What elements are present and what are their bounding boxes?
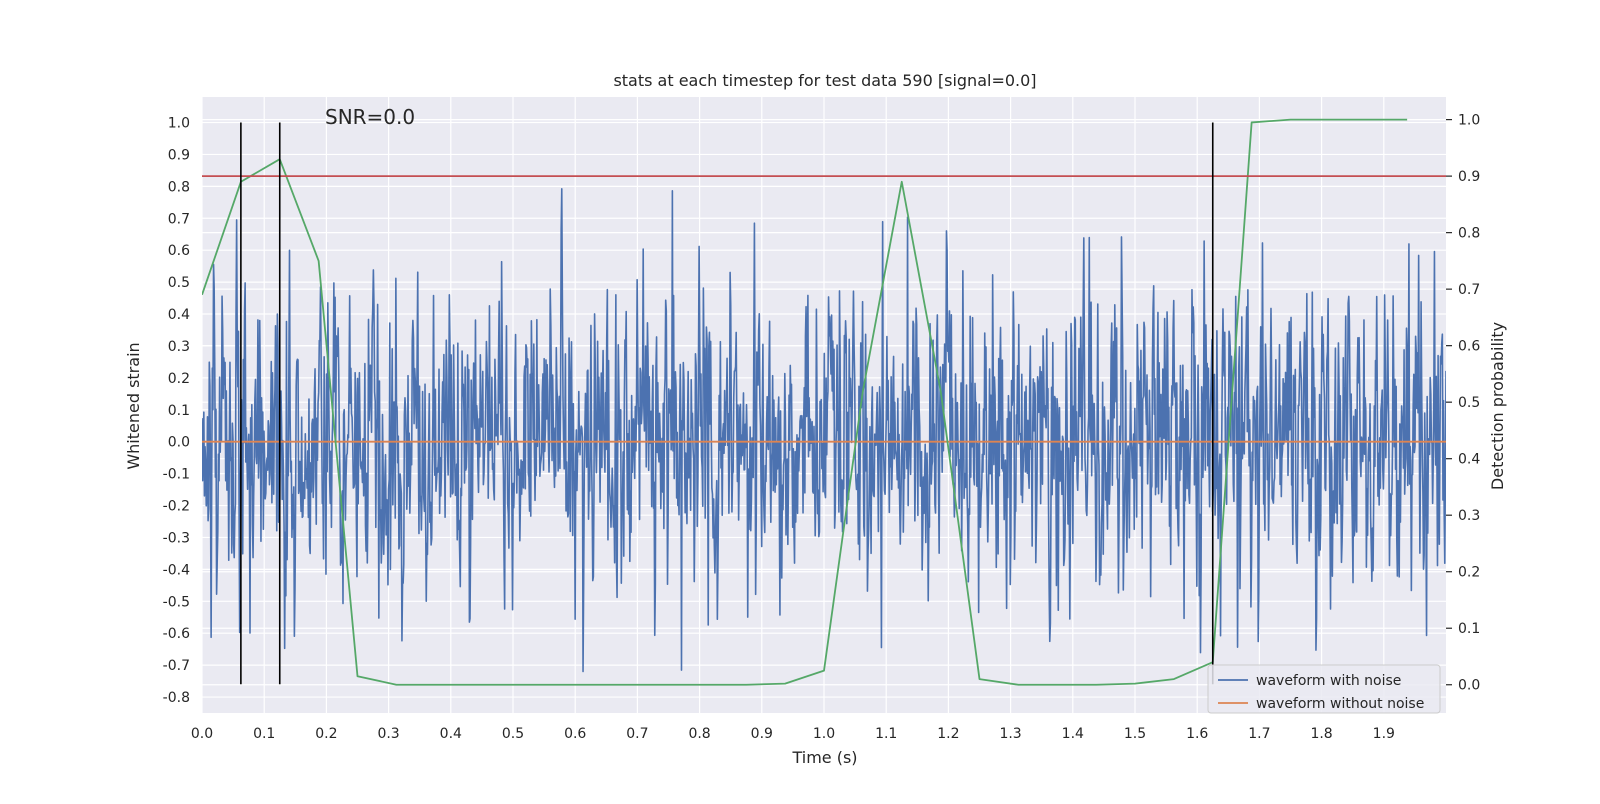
y-tick-label-left: -0.1	[163, 467, 190, 483]
y-axis-label-left: Whitened strain	[124, 342, 143, 469]
legend-label: waveform with noise	[1256, 673, 1401, 689]
y-tick-label-left: 0.2	[168, 371, 190, 387]
x-tick-label: 0.3	[377, 726, 399, 742]
x-tick-label: 1.5	[1124, 726, 1146, 742]
y-tick-label-left: -0.5	[163, 594, 190, 610]
x-tick-label: 1.3	[999, 726, 1021, 742]
y-tick-label-left: 0.0	[168, 435, 190, 451]
y-tick-label-right: 0.0	[1458, 678, 1480, 694]
x-tick-label: 0.4	[440, 726, 462, 742]
x-tick-label: 0.1	[253, 726, 275, 742]
x-tick-label: 1.9	[1373, 726, 1395, 742]
y-tick-label-left: 0.4	[168, 307, 190, 323]
y-tick-label-right: 0.4	[1458, 452, 1480, 468]
x-tick-label: 0.9	[751, 726, 773, 742]
chart-title: stats at each timestep for test data 590…	[613, 71, 1036, 90]
x-tick-label: 0.6	[564, 726, 586, 742]
x-tick-label: 0.8	[688, 726, 710, 742]
legend-box	[1207, 664, 1441, 714]
y-tick-label-left: 0.6	[168, 243, 190, 259]
series-detection-probability	[202, 118, 1408, 686]
y-tick-label-left: -0.6	[163, 626, 190, 642]
x-tick-label: 0.7	[626, 726, 648, 742]
y-tick-label-right: 0.8	[1458, 226, 1480, 242]
x-tick-label: 1.2	[937, 726, 959, 742]
x-tick-label: 1.8	[1310, 726, 1332, 742]
y-tick-label-right: 1.0	[1458, 113, 1480, 129]
y-tick-label-right: 0.2	[1458, 565, 1480, 581]
y-tick-label-right: 0.9	[1458, 169, 1480, 185]
y-tick-label-left: -0.7	[163, 658, 190, 674]
x-tick-label: 1.0	[813, 726, 835, 742]
y-tick-label-left: 0.3	[168, 339, 190, 355]
x-tick-label: 0.2	[315, 726, 337, 742]
x-tick-label: 1.1	[875, 726, 897, 742]
y-tick-label-left: 0.5	[168, 275, 190, 291]
y-tick-label-right: 0.1	[1458, 621, 1480, 637]
x-tick-label: 1.6	[1186, 726, 1208, 742]
y-tick-label-left: -0.2	[163, 499, 190, 515]
series-waveform-with-noise	[202, 188, 1446, 673]
y-tick-label-left: 0.9	[168, 147, 190, 163]
y-tick-label-left: 0.7	[168, 211, 190, 227]
x-tick-label: 1.4	[1062, 726, 1084, 742]
y-tick-label-right: 0.5	[1458, 395, 1480, 411]
x-axis-label: Time (s)	[791, 748, 857, 767]
legend-label: waveform without noise	[1256, 696, 1424, 712]
y-tick-label-right: 0.6	[1458, 339, 1480, 355]
y-tick-label-left: 1.0	[168, 116, 190, 132]
y-tick-label-left: -0.3	[163, 530, 190, 546]
x-tick-label: 1.7	[1248, 726, 1270, 742]
snr-annotation: SNR=0.0	[325, 105, 415, 129]
y-tick-label-right: 0.7	[1458, 282, 1480, 298]
y-tick-label-right: 0.3	[1458, 508, 1480, 524]
legend: waveform with noise waveform without nois…	[1207, 664, 1441, 714]
y-tick-label-left: 0.1	[168, 403, 190, 419]
y-tick-label-left: 0.8	[168, 179, 190, 195]
y-axis-label-right: Detection probability	[1488, 322, 1507, 490]
x-tick-label: 0.0	[191, 726, 213, 742]
y-tick-label-left: -0.8	[163, 690, 190, 706]
x-tick-label: 0.5	[502, 726, 524, 742]
y-tick-label-left: -0.4	[163, 562, 190, 578]
